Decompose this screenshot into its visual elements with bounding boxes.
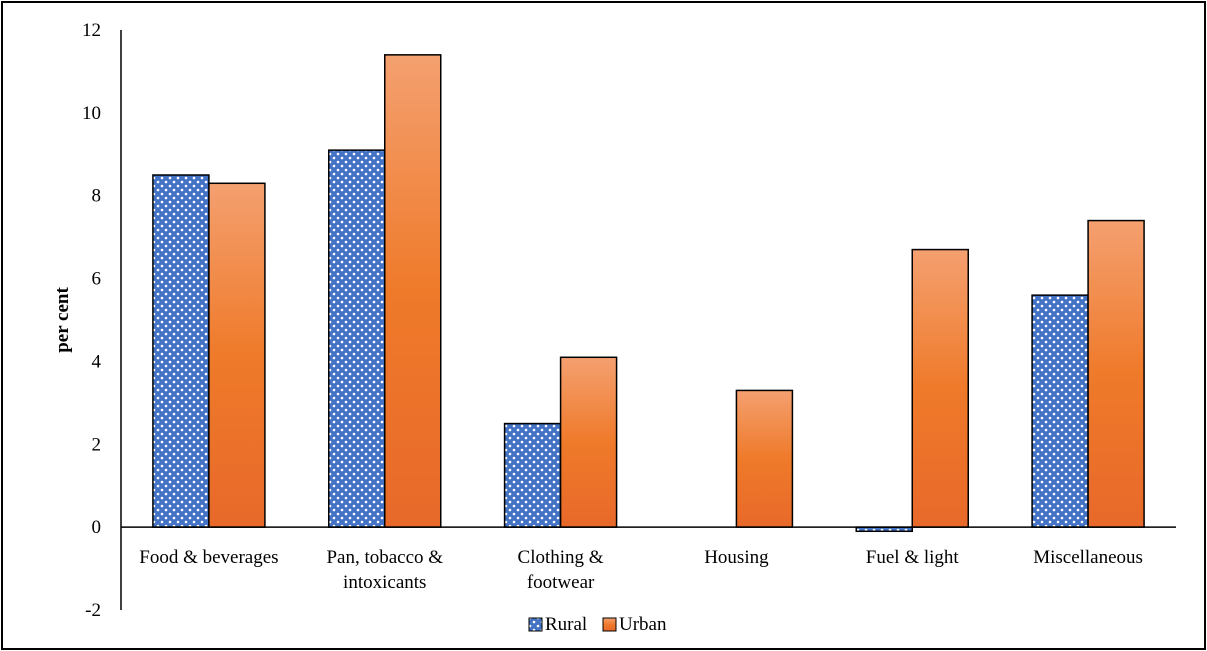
bar-rural — [1031, 294, 1089, 528]
x-category-label: Pan, tobacco & — [326, 547, 443, 568]
y-axis-label: per cent — [52, 287, 73, 353]
legend-label-rural: Rural — [545, 614, 587, 635]
x-category-label: Fuel & light — [866, 547, 960, 568]
legend-label-urban: Urban — [619, 614, 667, 635]
y-tick-label: 0 — [92, 517, 102, 538]
bar-urban — [208, 182, 266, 528]
y-tick-label: 8 — [92, 186, 102, 207]
y-tick-label: 12 — [82, 20, 101, 41]
x-category-label: Miscellaneous — [1033, 547, 1143, 568]
bar-urban — [1087, 219, 1145, 528]
bars-layer — [152, 54, 1145, 533]
legend-swatch-rural — [528, 617, 543, 632]
x-category-label: Housing — [704, 547, 769, 568]
x-axis: Food & beverages Pan, tobacco & intoxicant… — [121, 526, 1176, 593]
x-category-label: Clothing & — [518, 547, 604, 568]
x-category-label: intoxicants — [343, 572, 426, 593]
x-category-label: footwear — [527, 572, 595, 593]
bar-urban — [559, 356, 618, 528]
bar-rural — [152, 174, 210, 528]
bar-urban — [735, 389, 794, 528]
legend-swatch-urban — [602, 617, 617, 632]
y-axis: -2 0 2 4 6 8 10 12 — [82, 20, 122, 621]
y-tick-label: 4 — [92, 351, 102, 372]
y-tick-label: -2 — [85, 600, 101, 621]
y-tick-label: 10 — [82, 103, 101, 124]
y-tick-label: 6 — [92, 269, 102, 290]
x-category-label: Food & beverages — [139, 547, 278, 568]
bar-urban — [384, 54, 442, 528]
bar-rural — [503, 422, 562, 528]
legend: Rural Urban — [528, 614, 667, 635]
y-tick-label: 2 — [92, 434, 102, 455]
bar-rural — [328, 149, 386, 528]
bar-urban — [911, 248, 969, 528]
